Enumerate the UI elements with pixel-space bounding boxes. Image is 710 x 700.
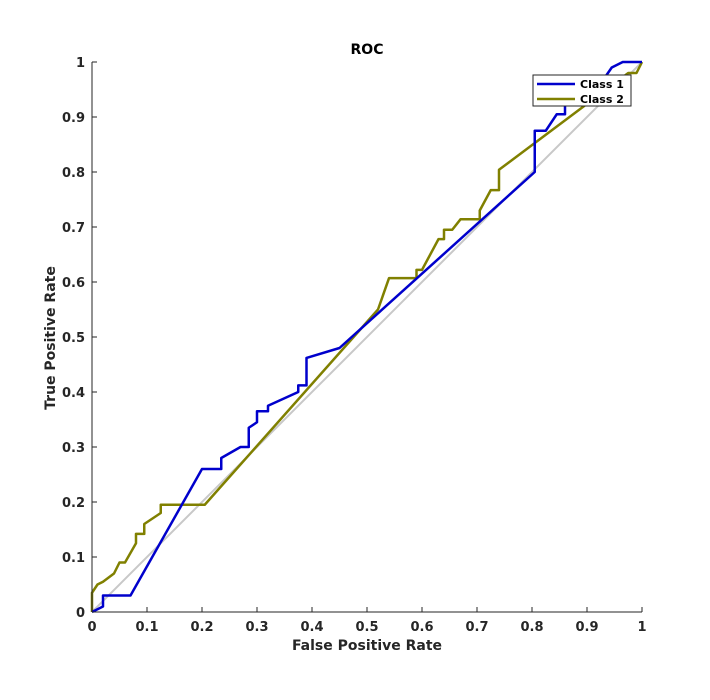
series-line-class-1: [91, 60, 642, 614]
y-tick-label: 0.9: [62, 111, 85, 126]
legend: Class 1 Class 2: [532, 74, 632, 107]
y-axis-label: True Positive Rate: [43, 266, 59, 410]
legend-entry-label: Class 1: [580, 78, 624, 91]
y-tick-label: 0: [76, 606, 85, 621]
series-layer: [90, 60, 644, 614]
x-axis-label: False Positive Rate: [292, 638, 442, 654]
x-tick-label: 0.1: [135, 620, 158, 635]
x-tick-label: 0.3: [245, 620, 268, 635]
axes: 0 0.1 0.2 0.3 0.4 0.5 0.6 0.7 0.8 0.9 1 0 0.1 0.2 0.3 0…: [62, 56, 647, 635]
series-line-class-2: [90, 61, 644, 612]
x-tick-label: 0.6: [410, 620, 433, 635]
legend-box: [532, 74, 632, 107]
legend-entry-label: Class 2: [580, 93, 624, 106]
y-tick-label: 0.6: [62, 276, 85, 291]
y-tick-label: 1: [76, 56, 85, 71]
y-tick-label: 0.4: [62, 386, 85, 401]
x-tick-label: 1: [637, 620, 646, 635]
x-tick-label: 0: [87, 620, 96, 635]
x-tick-label: 0.7: [465, 620, 488, 635]
y-tick-label: 0.5: [62, 331, 85, 346]
x-tick-label: 0.8: [520, 620, 543, 635]
x-tick-label: 0.5: [355, 620, 378, 635]
x-tick-label: 0.2: [190, 620, 213, 635]
y-tick-label: 0.1: [62, 551, 85, 566]
chart-title: ROC: [351, 42, 384, 58]
y-tick-label: 0.7: [62, 221, 85, 236]
reference-diagonal-line: [91, 61, 643, 613]
y-tick-label: 0.2: [62, 496, 85, 511]
x-tick-label: 0.9: [575, 620, 598, 635]
x-tick-label: 0.4: [300, 620, 323, 635]
y-tick-label: 0.3: [62, 441, 85, 456]
y-tick-label: 0.8: [62, 166, 85, 181]
